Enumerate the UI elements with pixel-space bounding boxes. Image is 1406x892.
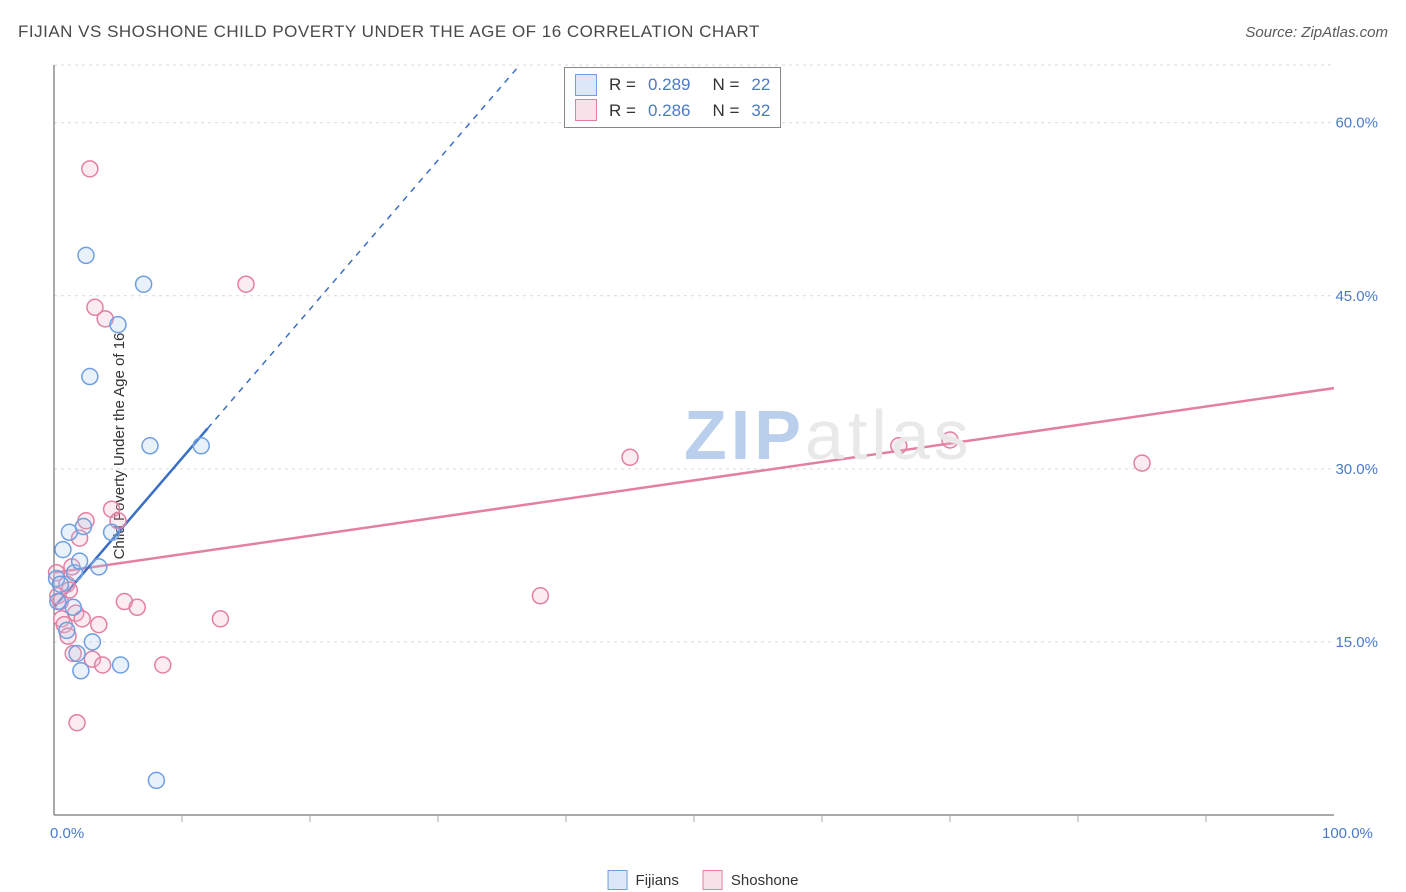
legend-item-fijians: Fijians <box>608 870 679 890</box>
correlation-stats-box: R =0.289N =22R =0.286N =32 <box>564 67 781 128</box>
chart-title: FIJIAN VS SHOSHONE CHILD POVERTY UNDER T… <box>18 22 760 42</box>
legend-item-shoshone: Shoshone <box>703 870 799 890</box>
svg-text:45.0%: 45.0% <box>1335 288 1378 305</box>
bottom-legend: Fijians Shoshone <box>608 870 799 890</box>
svg-text:60.0%: 60.0% <box>1335 115 1378 132</box>
legend-label-fijians: Fijians <box>636 872 679 889</box>
x-axis-min-label: 0.0% <box>50 825 84 842</box>
source-attribution: Source: ZipAtlas.com <box>1245 24 1388 41</box>
svg-text:15.0%: 15.0% <box>1335 634 1378 651</box>
svg-text:30.0%: 30.0% <box>1335 461 1378 478</box>
swatch-shoshone <box>703 870 723 890</box>
chart-header: FIJIAN VS SHOSHONE CHILD POVERTY UNDER T… <box>18 22 1388 42</box>
x-axis-max-label: 100.0% <box>1322 825 1373 842</box>
source-prefix: Source: <box>1245 24 1301 41</box>
plot-area: 15.0% 30.0% 45.0% 60.0% R =0.289N =22R =0.2… <box>44 55 1384 845</box>
swatch-fijians <box>608 870 628 890</box>
scatter-chart: 15.0% 30.0% 45.0% 60.0% <box>44 55 1384 845</box>
stat-row-shoshone: R =0.286N =32 <box>575 98 770 124</box>
stat-row-fijians: R =0.289N =22 <box>575 72 770 98</box>
legend-label-shoshone: Shoshone <box>731 872 799 889</box>
source-name: ZipAtlas.com <box>1301 24 1388 41</box>
